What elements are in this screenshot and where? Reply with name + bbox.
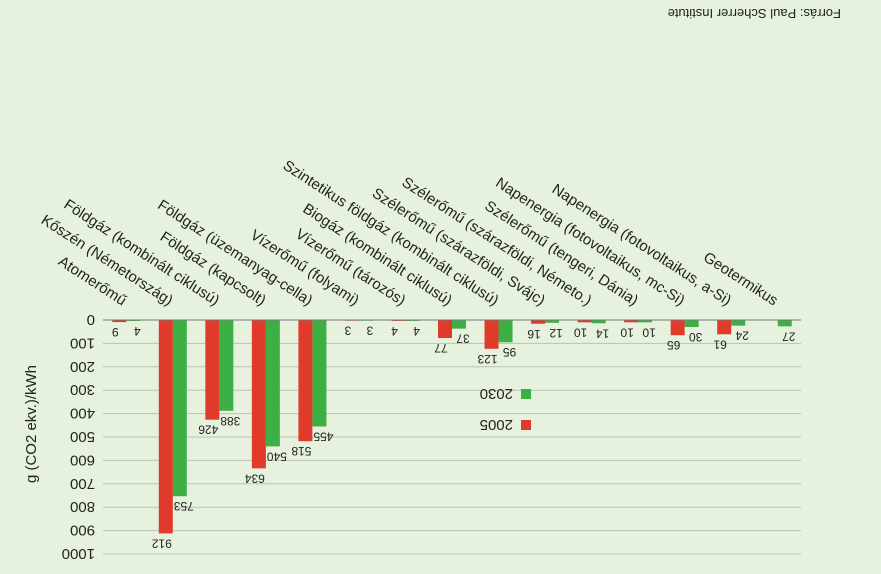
bar-2030 xyxy=(452,320,466,329)
bar-2005 xyxy=(158,320,173,534)
data-label-2030: 30 xyxy=(689,330,703,344)
data-label-2005: 10 xyxy=(574,325,588,339)
legend-label-2005: 2005 xyxy=(480,416,513,433)
bar-2005 xyxy=(531,320,546,324)
bar-2005 xyxy=(670,320,685,336)
bar-2030 xyxy=(545,320,560,323)
data-label-2005: 16 xyxy=(527,327,541,341)
data-label-2005: 9 xyxy=(112,325,119,339)
y-tick-label: 1000 xyxy=(62,545,95,562)
data-label-2030: 12 xyxy=(549,326,563,340)
bar-2030 xyxy=(219,320,234,411)
legend-label-2030: 2030 xyxy=(480,385,513,402)
data-label-2005: 10 xyxy=(620,325,634,339)
y-axis-label: g (CO2 ekv.)/kWh xyxy=(23,365,40,483)
bar-2005 xyxy=(251,320,266,469)
data-label-2005: 634 xyxy=(245,471,265,485)
data-label-2030: 3 xyxy=(366,324,373,338)
data-label-2030: 455 xyxy=(313,429,333,443)
bar-2005 xyxy=(577,320,592,323)
y-tick-label: 200 xyxy=(70,358,95,375)
bar-2030 xyxy=(498,320,513,343)
y-tick-label: 700 xyxy=(70,475,95,492)
source-note: Forrás: Paul Scherrer Institute xyxy=(668,6,841,21)
data-label-2030: 753 xyxy=(173,499,193,513)
bars xyxy=(112,319,792,534)
data-label-2005: 3 xyxy=(344,324,351,338)
data-label-2005: 77 xyxy=(434,341,448,355)
y-tick-label: 800 xyxy=(70,498,95,515)
data-label-2005: 4 xyxy=(391,324,398,338)
bar-2005 xyxy=(205,320,220,420)
bar-2030 xyxy=(312,320,327,427)
data-label-2005: 518 xyxy=(291,444,311,458)
bar-2005 xyxy=(717,320,732,335)
bar-2030 xyxy=(638,320,653,323)
data-label-2030: 10 xyxy=(642,325,656,339)
data-label-2030: 540 xyxy=(267,449,287,463)
gridlines xyxy=(103,319,801,555)
bar-2030 xyxy=(684,320,699,328)
bar-2030 xyxy=(172,320,187,497)
y-tick-label: 500 xyxy=(70,428,95,445)
data-label-2030: 4 xyxy=(413,324,420,338)
legend-swatch-2005 xyxy=(521,420,531,430)
data-label-2030: 95 xyxy=(503,345,517,359)
data-label-2030: 24 xyxy=(735,329,749,343)
data-label-2030: 388 xyxy=(220,414,240,428)
data-label-2030: 37 xyxy=(456,332,470,346)
bar-2030 xyxy=(265,320,280,447)
bar-2030 xyxy=(731,320,746,326)
y-tick-label: 300 xyxy=(70,381,95,398)
y-tick-label: 0 xyxy=(87,311,95,328)
legend: 2005 2030 xyxy=(480,385,531,433)
legend-swatch-2030 xyxy=(521,389,531,399)
y-tick-label: 900 xyxy=(70,522,95,539)
data-label-2005: 65 xyxy=(667,338,681,352)
bar-2005 xyxy=(624,320,639,323)
bar-2005 xyxy=(438,320,452,339)
y-tick-label: 100 xyxy=(70,334,95,351)
bar-2005 xyxy=(112,320,127,323)
data-label-2005: 123 xyxy=(477,352,497,366)
data-label-2005: 61 xyxy=(713,337,727,351)
data-label-2030: 4 xyxy=(134,324,141,338)
bar-2005 xyxy=(298,320,313,442)
data-label-2030: 14 xyxy=(596,326,610,340)
bar-2030 xyxy=(777,320,792,327)
data-label-2005: 912 xyxy=(151,536,171,550)
data-label-2005: 426 xyxy=(198,423,218,437)
bar-2030 xyxy=(591,320,606,324)
y-tick-labels: 0 100 200 300 400 500 600 700 800 900 1000 xyxy=(62,311,95,562)
y-tick-label: 600 xyxy=(70,451,95,468)
bar-2005 xyxy=(484,320,499,349)
y-tick-label: 400 xyxy=(70,405,95,422)
data-label-2030: 27 xyxy=(782,329,796,343)
